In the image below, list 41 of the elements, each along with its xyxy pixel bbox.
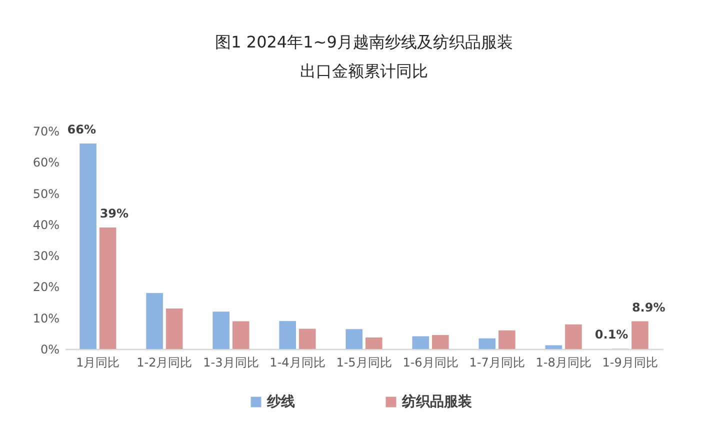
y-tick-label: 70%: [32, 124, 60, 138]
bar: [146, 292, 163, 349]
data-label: 39%: [100, 206, 129, 221]
data-label: 66%: [67, 122, 96, 136]
x-tick-label: 1-9月同比: [602, 356, 658, 370]
x-tick-label: 1月同比: [76, 356, 120, 370]
y-tick-label: 60%: [32, 156, 60, 170]
legend-label: 纺织品服装: [401, 393, 472, 410]
legend-label: 纱线: [266, 394, 295, 410]
y-tick-label: 0%: [40, 342, 60, 356]
bar: [346, 329, 363, 349]
bar: [432, 334, 449, 349]
y-tick-label: 30%: [32, 249, 60, 264]
y-tick-label: 20%: [32, 280, 60, 294]
x-tick-label: 1-4月同比: [270, 356, 326, 370]
x-tick-label: 1-2月同比: [136, 356, 192, 370]
chart-title: 图1 2024年1~9月越南纱线及纺织品服装出口金额累计同比: [215, 32, 513, 80]
bar: [365, 337, 382, 349]
bar: [212, 312, 230, 349]
bar: [412, 336, 430, 349]
bar: [232, 321, 250, 349]
y-tick-label: 10%: [32, 311, 60, 326]
bar: [478, 338, 496, 349]
x-tick-label: 1-6月同比: [402, 356, 458, 370]
bar: [298, 328, 316, 349]
data-label: 0.1%: [594, 328, 628, 342]
x-tick-label: 1-8月同比: [536, 356, 592, 370]
bar: [99, 228, 116, 349]
bar: [166, 308, 183, 349]
bar: [279, 320, 296, 349]
bar: [498, 330, 516, 349]
x-tick-label: 1-7月同比: [469, 356, 525, 370]
bar: [565, 324, 582, 349]
bar: [80, 143, 96, 349]
bar: [632, 321, 648, 349]
x-tick-label: 1-3月同比: [203, 356, 259, 370]
y-tick-label: 40%: [32, 218, 60, 232]
x-tick-label: 1-5月同比: [336, 356, 392, 370]
data-label: 8.9%: [632, 300, 666, 314]
y-tick-label: 50%: [32, 186, 60, 201]
bar: [545, 345, 562, 349]
